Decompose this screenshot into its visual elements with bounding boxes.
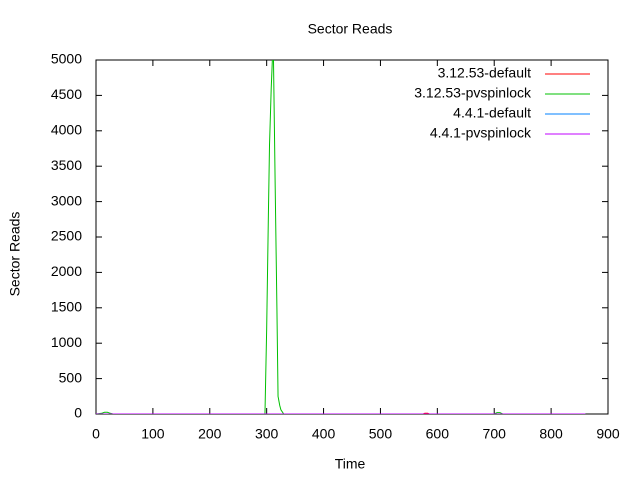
y-tick-label: 3000: [51, 192, 82, 208]
y-tick-label: 500: [59, 369, 83, 385]
x-tick-label: 700: [483, 426, 507, 442]
plot-frame: [95, 59, 609, 415]
y-tick-label: 1500: [51, 299, 82, 315]
legend-label: 4.4.1-pvspinlock: [430, 125, 532, 141]
y-tick-label: 2500: [51, 228, 82, 244]
chart-title: Sector Reads: [308, 21, 393, 37]
x-tick-label: 200: [198, 426, 222, 442]
x-tick-label: 900: [596, 426, 620, 442]
y-axis-label: Sector Reads: [7, 212, 23, 297]
y-tick-label: 4500: [51, 86, 82, 102]
legend-label: 4.4.1-default: [453, 105, 531, 121]
x-tick-label: 800: [539, 426, 563, 442]
x-axis-label: Time: [335, 456, 366, 472]
series-line: [96, 412, 586, 414]
legend-label: 3.12.53-pvspinlock: [414, 85, 532, 101]
y-tick-label: 5000: [51, 51, 82, 67]
x-tick-label: 600: [426, 426, 450, 442]
y-tick-label: 3500: [51, 157, 82, 173]
legend-label: 3.12.53-default: [438, 65, 532, 81]
x-tick-label: 400: [312, 426, 336, 442]
x-tick-label: 500: [369, 426, 393, 442]
y-tick-label: 1000: [51, 334, 82, 350]
x-tick-label: 0: [92, 426, 100, 442]
x-tick-label: 100: [141, 426, 165, 442]
y-tick-label: 4000: [51, 122, 82, 138]
x-tick-label: 300: [255, 426, 279, 442]
y-tick-label: 2000: [51, 263, 82, 279]
y-tick-label: 0: [74, 405, 82, 421]
